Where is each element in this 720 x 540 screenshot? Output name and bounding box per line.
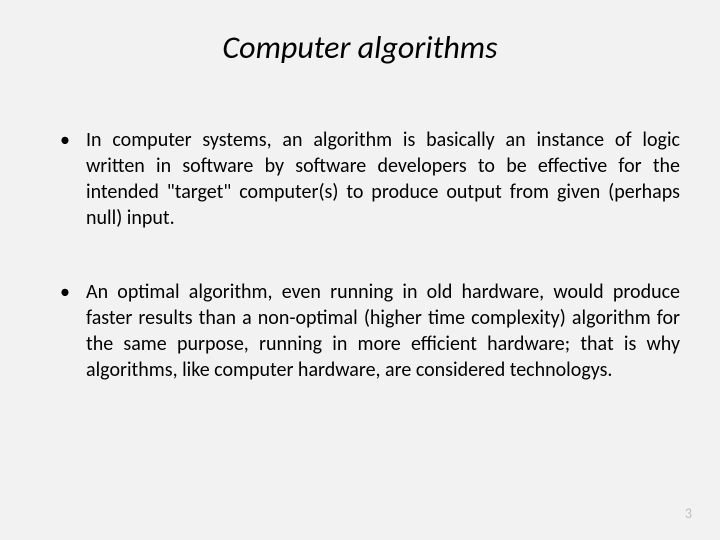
bullet-list: In computer systems, an algorithm is bas… [40,127,680,383]
bullet-item: An optimal algorithm, even running in ol… [60,279,680,383]
slide-title: Computer algorithms [40,28,680,67]
slide-container: Computer algorithms In computer systems,… [0,0,720,540]
bullet-item: In computer systems, an algorithm is bas… [60,127,680,231]
page-number: 3 [685,505,692,522]
